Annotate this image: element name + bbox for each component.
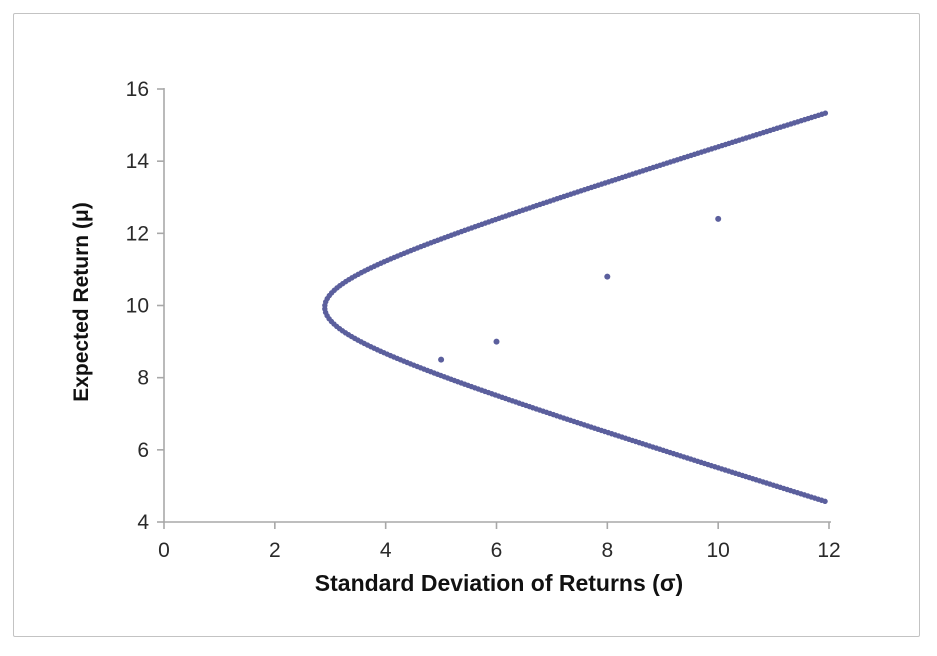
y-tick-label: 12 [126, 222, 149, 245]
asset-data-point [493, 338, 500, 345]
series-layer [322, 110, 831, 505]
x-tick-label: 0 [158, 539, 170, 562]
chart-figure: 0 2 4 6 8 10 12 4 6 8 10 12 14 16 Standard Deviation … [13, 13, 920, 637]
y-tick-label: 6 [137, 439, 149, 462]
asset-data-point [715, 215, 722, 222]
y-tick-label: 16 [126, 78, 149, 101]
x-tick-label: 8 [601, 539, 613, 562]
x-tick-label: 12 [817, 539, 840, 562]
tick-labels-layer: 0 2 4 6 8 10 12 4 6 8 10 12 14 16 [126, 78, 841, 562]
y-axis-title: Expected Return (μ) [70, 202, 93, 402]
x-tick-label: 2 [269, 539, 281, 562]
y-tick-label: 14 [126, 150, 150, 173]
x-tick-label: 4 [380, 539, 392, 562]
asset-data-point [604, 273, 611, 280]
ticks-layer [157, 88, 830, 529]
axes-layer [163, 88, 831, 523]
efficient-frontier-curve [322, 110, 831, 505]
asset-data-point [438, 356, 445, 363]
x-tick-label: 10 [706, 539, 729, 562]
y-tick-label: 8 [137, 367, 149, 390]
y-tick-label: 4 [137, 511, 149, 534]
x-tick-label: 6 [491, 539, 503, 562]
x-axis-title: Standard Deviation of Returns (σ) [315, 570, 683, 596]
y-tick-label: 10 [126, 295, 149, 318]
